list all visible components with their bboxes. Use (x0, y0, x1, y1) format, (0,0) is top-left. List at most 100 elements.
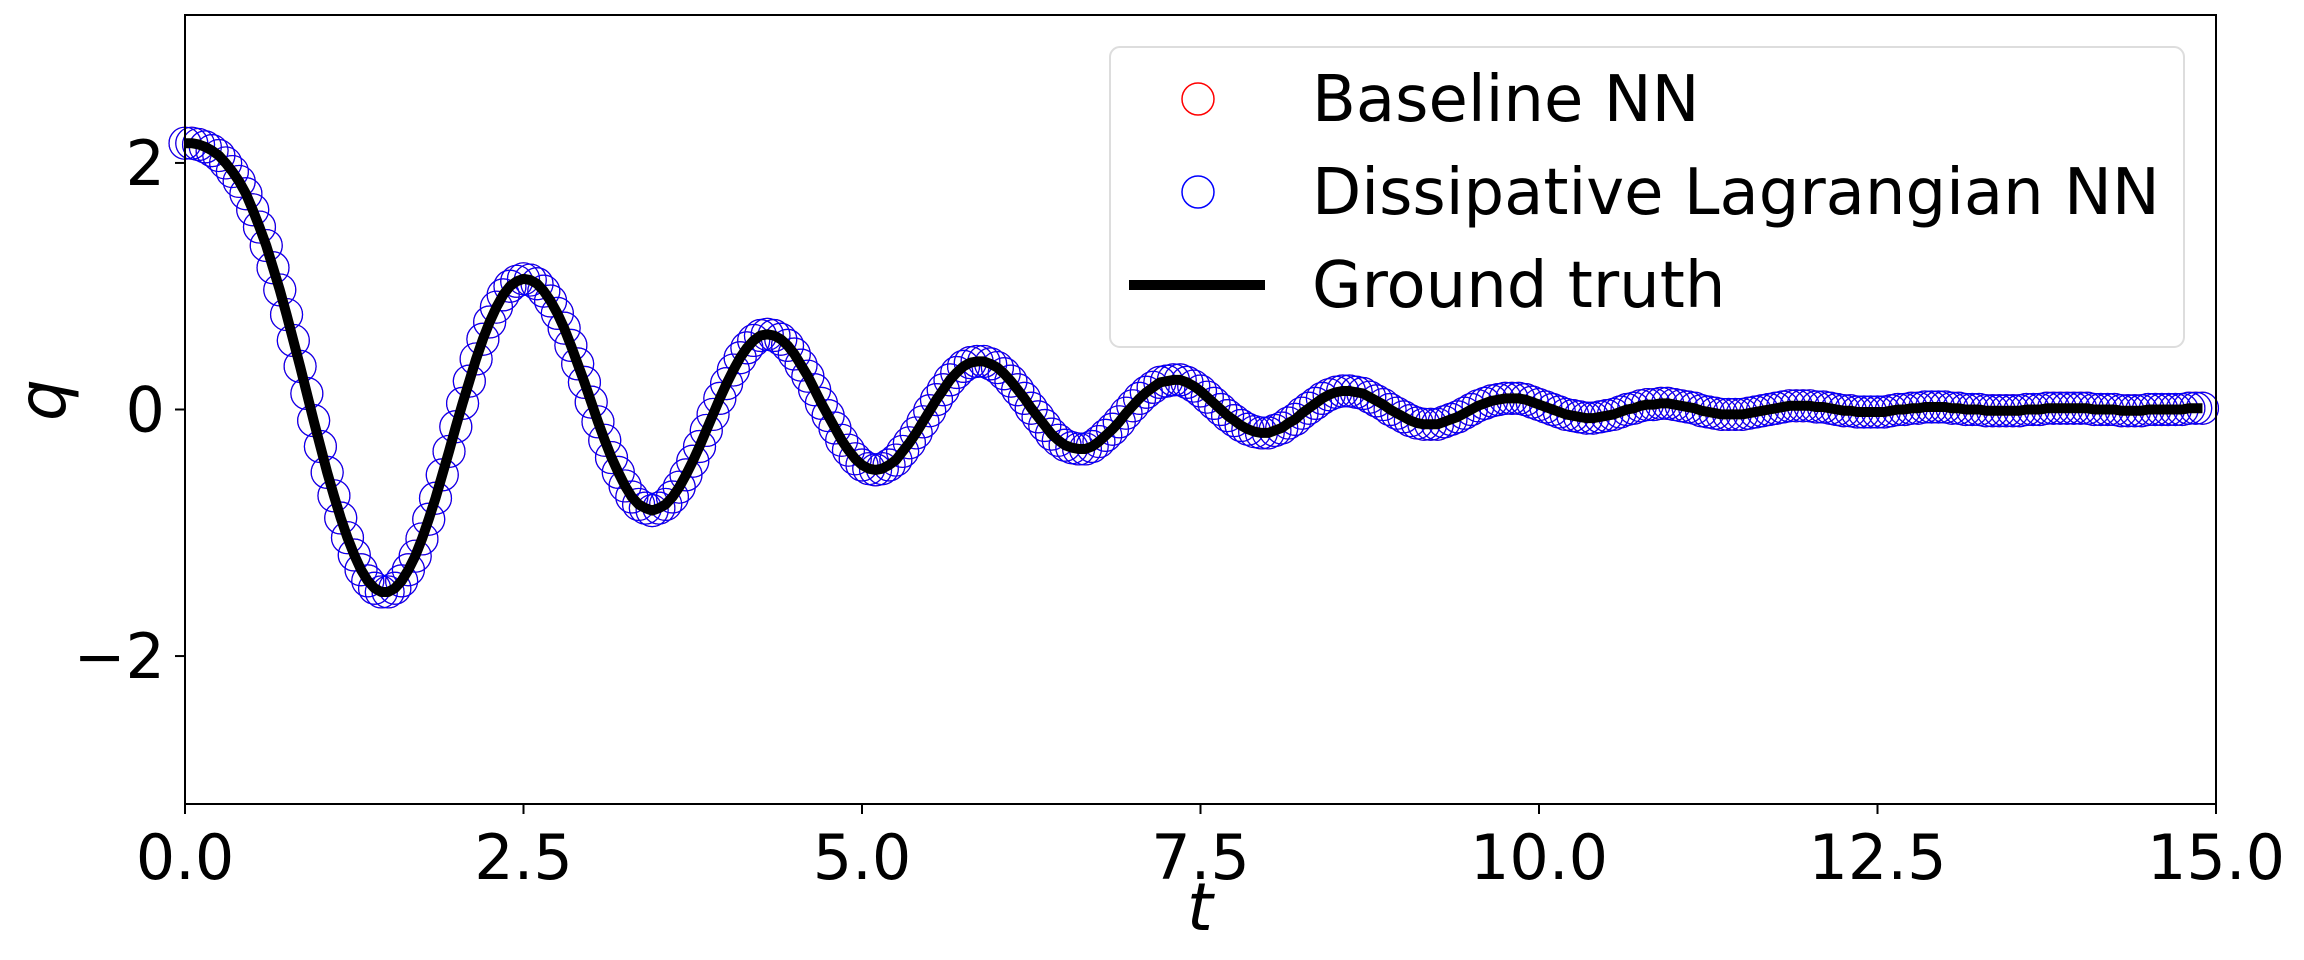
data-point-dissipative-lagrangian-nn (1116, 389, 1150, 423)
data-point-dissipative-lagrangian-nn (1366, 387, 1400, 422)
data-point-dissipative-lagrangian-nn (547, 311, 581, 345)
x-tick-label: 12.5 (1808, 821, 1946, 894)
data-point-dissipative-lagrangian-nn (1021, 400, 1055, 434)
data-point-dissipative-lagrangian-nn (913, 394, 947, 428)
series-layer (168, 126, 2220, 609)
x-tick-label: 15.0 (2147, 821, 2285, 894)
data-point-dissipative-lagrangian-nn (676, 444, 710, 478)
data-point-dissipative-lagrangian-nn (594, 440, 629, 475)
data-point-dissipative-lagrangian-nn (703, 381, 737, 415)
data-point-dissipative-lagrangian-nn (1190, 380, 1224, 414)
data-point-dissipative-lagrangian-nn (608, 469, 642, 503)
legend-marker-baseline-nn (1181, 82, 1215, 116)
data-point-dissipative-lagrangian-nn (1359, 384, 1394, 418)
legend-box (1109, 46, 2185, 348)
data-point-dissipative-lagrangian-nn (662, 470, 696, 504)
data-point-dissipative-lagrangian-nn (330, 521, 365, 555)
y-tick-label: −2 (74, 620, 165, 693)
data-point-dissipative-lagrangian-nn (1197, 386, 1231, 420)
data-point-dissipative-lagrangian-nn (337, 538, 371, 572)
data-point-dissipative-lagrangian-nn (770, 328, 805, 362)
series-ground-truth (185, 138, 2203, 597)
data-point-dissipative-lagrangian-nn (716, 353, 750, 387)
data-point-dissipative-lagrangian-nn (561, 347, 595, 381)
legend-label-dissipative-lagrangian-nn: Dissipative Lagrangian NN (1312, 156, 2160, 230)
data-point-dissipative-lagrangian-nn (1089, 418, 1123, 452)
y-axis-label: q (4, 379, 81, 421)
data-point-dissipative-lagrangian-nn (838, 442, 872, 476)
data-point-dissipative-lagrangian-nn (209, 146, 243, 180)
data-point-dissipative-lagrangian-nn (581, 405, 615, 439)
data-point-dissipative-lagrangian-nn (777, 337, 811, 371)
data-point-dissipative-lagrangian-nn (588, 423, 622, 457)
data-point-dissipative-lagrangian-nn (926, 373, 960, 407)
data-point-dissipative-lagrangian-nn (1028, 408, 1062, 443)
data-point-dissipative-lagrangian-nn (405, 522, 439, 556)
data-point-dissipative-lagrangian-nn (398, 539, 432, 573)
data-point-dissipative-lagrangian-nn (1529, 390, 1563, 424)
legend-marker-dissipative-lagrangian-nn (1181, 175, 1215, 209)
data-point-dissipative-lagrangian-nn (1305, 381, 1339, 415)
data-point-dissipative-lagrangian-nn (831, 433, 866, 467)
x-axis-label: t (1187, 869, 1215, 946)
data-point-dissipative-lagrangian-nn (1007, 381, 1042, 415)
data-point-dissipative-lagrangian-nn (527, 274, 561, 308)
data-point-dissipative-lagrangian-nn (236, 193, 270, 227)
data-point-dissipative-lagrangian-nn (1082, 424, 1116, 459)
data-point-dissipative-lagrangian-nn (825, 423, 859, 457)
data-point-dissipative-lagrangian-nn (229, 177, 263, 211)
x-tick-label: 10.0 (1470, 821, 1608, 894)
data-point-dissipative-lagrangian-nn (723, 341, 757, 375)
x-tick-label: 5.0 (813, 821, 912, 894)
x-tick-label: 0.0 (136, 821, 235, 894)
legend-label-baseline-nn: Baseline NN (1312, 63, 1699, 137)
data-point-dissipative-lagrangian-nn (655, 480, 690, 514)
legend: Baseline NN Dissipative Lagrangian NN Gr… (1109, 46, 2185, 348)
data-point-dissipative-lagrangian-nn (351, 564, 385, 598)
x-tick-label: 7.5 (1151, 821, 1250, 894)
data-point-dissipative-lagrangian-nn (479, 290, 514, 324)
data-point-dissipative-lagrangian-nn (181, 127, 216, 162)
data-point-dissipative-lagrangian-nn (533, 284, 568, 318)
axis-layer: 0.0 2.5 5.0 7.5 10.0 12.5 15.0 −2 0 2 (74, 127, 2285, 894)
data-point-dissipative-lagrangian-nn (1461, 389, 1495, 423)
data-point-dissipative-lagrangian-nn (1177, 369, 1211, 403)
data-point-dissipative-lagrangian-nn (980, 350, 1015, 385)
data-point-dissipative-lagrangian-nn (919, 383, 954, 417)
data-point-dissipative-lagrangian-nn (1271, 406, 1306, 440)
data-point-dissipative-lagrangian-nn (222, 164, 256, 199)
data-point-dissipative-lagrangian-nn (682, 429, 717, 464)
data-point-dissipative-lagrangian-nn (567, 365, 602, 399)
data-point-dissipative-lagrangian-nn (242, 210, 277, 244)
data-point-dissipative-lagrangian-nn (473, 305, 507, 339)
data-point-dissipative-lagrangian-nn (818, 411, 852, 445)
data-point-dissipative-lagrangian-nn (540, 296, 574, 330)
data-point-dissipative-lagrangian-nn (899, 416, 933, 450)
data-point-dissipative-lagrangian-nn (1109, 396, 1143, 430)
data-point-dissipative-lagrangian-nn (554, 328, 588, 362)
data-point-dissipative-lagrangian-nn (574, 385, 608, 419)
data-point-dissipative-lagrangian-nn (696, 397, 730, 432)
data-point-dissipative-lagrangian-nn (344, 553, 378, 587)
data-point-dissipative-lagrangian-nn (906, 405, 940, 439)
data-point-dissipative-lagrangian-nn (1001, 373, 1035, 407)
data-point-dissipative-lagrangian-nn (1292, 391, 1326, 425)
data-point-dissipative-lagrangian-nn (1034, 417, 1069, 451)
data-point-dissipative-lagrangian-nn (1285, 396, 1319, 430)
data-point-dissipative-lagrangian-nn (1454, 392, 1488, 427)
data-point-dissipative-lagrangian-nn (466, 322, 500, 356)
data-point-dissipative-lagrangian-nn (689, 413, 723, 448)
y-tick-label: 0 (126, 374, 165, 447)
data-point-dissipative-lagrangian-nn (1210, 399, 1245, 433)
data-point-dissipative-lagrangian-nn (195, 134, 229, 168)
data-point-dissipative-lagrangian-nn (886, 434, 920, 469)
data-point-dissipative-lagrangian-nn (994, 364, 1028, 398)
data-point-dissipative-lagrangian-nn (1224, 408, 1258, 443)
data-point-dissipative-lagrangian-nn (215, 154, 249, 189)
data-point-dissipative-lagrangian-nn (1014, 391, 1048, 425)
data-point-dissipative-lagrangian-nn (1136, 370, 1170, 404)
data-point-dissipative-lagrangian-nn (933, 363, 967, 397)
x-tick-label: 2.5 (474, 821, 573, 894)
series-line-ground-truth (185, 138, 2203, 597)
